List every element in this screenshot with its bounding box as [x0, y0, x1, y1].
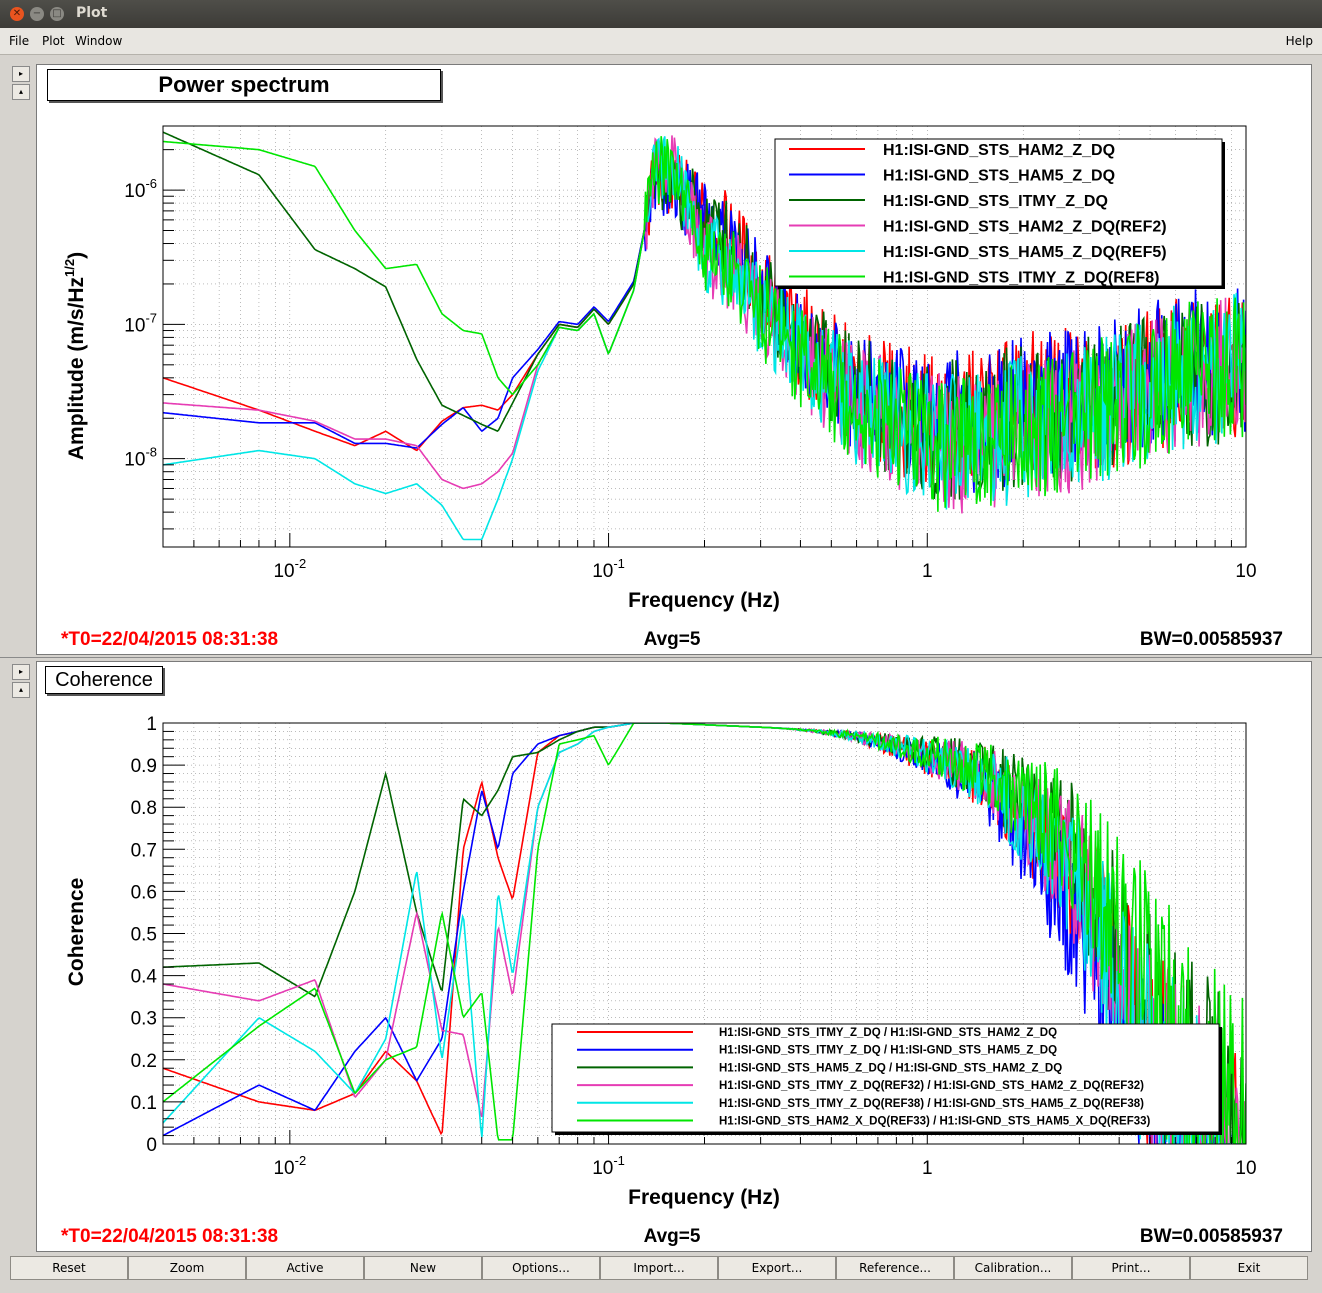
y-tick-label: 0.1: [131, 1093, 157, 1114]
coherence-grid: [162, 722, 1247, 1144]
power-spectrum-title: Power spectrum: [47, 69, 441, 101]
bottom-pad-up-icon[interactable]: ▴: [12, 682, 30, 698]
window-title: Plot: [76, 5, 108, 21]
bottom-pad-next-icon[interactable]: ▸: [12, 664, 30, 680]
minimize-window-icon[interactable]: −: [30, 7, 44, 21]
new-button[interactable]: New: [364, 1256, 482, 1280]
top-pad-next-icon[interactable]: ▸: [12, 66, 30, 82]
power-spectrum-ylabel: Amplitude (m/s/Hz1/2): [62, 252, 88, 460]
legend-label: H1:ISI-GND_STS_ITMY_Z_DQ: [883, 193, 1108, 210]
x-tick-label: 10: [1235, 1158, 1256, 1179]
legend-label: H1:ISI-GND_STS_HAM5_Z_DQ / H1:ISI-GND_ST…: [719, 1062, 1062, 1074]
series-line: [163, 147, 1246, 495]
top-status-avg: Avg=5: [644, 629, 701, 650]
x-tick-label: 10: [1235, 561, 1256, 582]
y-tick-label: 0.5: [131, 925, 157, 946]
coherence-ticks: 10-2 10-1 1 10 0 0.1 0.2 0.3 0.4 0.5 0.6 0.7 0.8 0.9 1: [131, 714, 1257, 1179]
export-button[interactable]: Export...: [718, 1256, 836, 1280]
options-button[interactable]: Options...: [482, 1256, 600, 1280]
y-tick-label: 1: [146, 714, 157, 735]
x-tick-label: 1: [922, 1158, 933, 1179]
top-status-t0: *T0=22/04/2015 08:31:38: [61, 629, 278, 650]
bottom-status-t0: *T0=22/04/2015 08:31:38: [61, 1226, 278, 1247]
x-tick-label: 10-2: [273, 556, 306, 582]
legend-label: H1:ISI-GND_STS_ITMY_Z_DQ(REF32) / H1:ISI…: [719, 1080, 1144, 1092]
exit-button[interactable]: Exit: [1190, 1256, 1308, 1280]
menu-file[interactable]: File: [9, 34, 30, 48]
y-tick-label: 10-7: [124, 310, 157, 336]
y-tick-label: 0.9: [131, 756, 157, 777]
power-spectrum-series: [163, 131, 1246, 541]
close-window-icon[interactable]: ✕: [10, 7, 24, 21]
top-status-bw: BW=0.00585937: [1140, 629, 1283, 650]
pad-separator[interactable]: [0, 657, 1322, 658]
power-spectrum-xlabel: Frequency (Hz): [628, 589, 780, 612]
bottom-status-avg: Avg=5: [644, 1226, 701, 1247]
power-spectrum-legend: H1:ISI-GND_STS_HAM2_Z_DQ H1:ISI-GND_STS_H…: [774, 138, 1225, 289]
legend-label: H1:ISI-GND_STS_ITMY_Z_DQ(REF38) / H1:ISI…: [719, 1098, 1144, 1110]
window-titlebar: ✕ − □ Plot: [0, 0, 1322, 28]
y-tick-label: 0.7: [131, 840, 157, 861]
maximize-window-icon[interactable]: □: [50, 7, 64, 21]
import-button[interactable]: Import...: [600, 1256, 718, 1280]
series-line: [163, 136, 1246, 512]
legend-label: H1:ISI-GND_STS_HAM5_Z_DQ: [883, 168, 1115, 185]
x-tick-label: 10-1: [592, 556, 625, 582]
y-tick-label: 0.8: [131, 798, 157, 819]
legend-label: H1:ISI-GND_STS_HAM5_Z_DQ(REF5): [883, 244, 1167, 261]
coherence-panel: 10-2 10-1 1 10 0 0.1 0.2 0.3 0.4 0.5 0.6 0.7 0.8 0.9 1…: [36, 661, 1312, 1252]
legend-label: H1:ISI-GND_STS_HAM2_X_DQ(REF33) / H1:ISI…: [719, 1116, 1151, 1128]
coherence-plot[interactable]: 10-2 10-1 1 1000.10.20.30.40.50.60.70.80.91…: [37, 662, 1311, 1251]
y-tick-label: 10-6: [124, 176, 157, 202]
menu-bar: File Plot Window Help: [0, 28, 1322, 55]
coherence-title: Coherence: [45, 666, 163, 694]
x-tick-label: 10-2: [273, 1153, 306, 1179]
y-tick-label: 0.6: [131, 882, 157, 903]
legend-label: H1:ISI-GND_STS_ITMY_Z_DQ / H1:ISI-GND_ST…: [719, 1027, 1057, 1039]
calibration-button[interactable]: Calibration...: [954, 1256, 1072, 1280]
bottom-status-bw: BW=0.00585937: [1140, 1226, 1283, 1247]
legend-label: H1:ISI-GND_STS_ITMY_Z_DQ(REF8): [883, 270, 1159, 287]
menu-help[interactable]: Help: [1285, 34, 1313, 48]
active-button[interactable]: Active: [246, 1256, 364, 1280]
power-spectrum-panel: 10-2 10-1 1 10 10-8 10-7 10-6 Frequency (Hz) A…: [36, 64, 1312, 655]
power-spectrum-grid: [162, 125, 1247, 547]
coherence-legend: H1:ISI-GND_STS_ITMY_Z_DQ / H1:ISI-GND_ST…: [551, 1023, 1222, 1135]
reference-button[interactable]: Reference...: [836, 1256, 954, 1280]
y-tick-label: 10-8: [124, 445, 157, 471]
coherence-ylabel: Coherence: [65, 878, 88, 987]
button-bar: Reset Zoom Active New Options... Import.…: [10, 1256, 1310, 1280]
series-line: [163, 723, 1246, 1144]
y-tick-label: 0: [146, 1135, 157, 1156]
x-tick-label: 1: [922, 561, 933, 582]
coherence-series: [163, 723, 1246, 1144]
menu-plot[interactable]: Plot: [42, 34, 65, 48]
zoom-button[interactable]: Zoom: [128, 1256, 246, 1280]
y-tick-label: 0.4: [131, 967, 158, 988]
coherence-xlabel: Frequency (Hz): [628, 1186, 780, 1209]
y-tick-label: 0.2: [131, 1051, 157, 1072]
x-tick-label: 10-1: [592, 1153, 625, 1179]
legend-label: H1:ISI-GND_STS_ITMY_Z_DQ / H1:ISI-GND_ST…: [719, 1045, 1057, 1057]
y-tick-label: 0.3: [131, 1009, 157, 1030]
legend-label: H1:ISI-GND_STS_HAM2_Z_DQ: [883, 142, 1115, 159]
power-spectrum-ticks: 10-2 10-1 1 10 10-8 10-7 10-6: [124, 125, 1257, 582]
power-spectrum-plot[interactable]: 10-2 10-1 1 10 10-8 10-7 10-6 Frequency (Hz) A…: [37, 65, 1311, 654]
print-button[interactable]: Print...: [1072, 1256, 1190, 1280]
menu-window[interactable]: Window: [75, 34, 123, 48]
reset-button[interactable]: Reset: [10, 1256, 128, 1280]
svg-text:Amplitude (m/s/Hz1/2): Amplitude (m/s/Hz1/2): [62, 252, 88, 460]
legend-label: H1:ISI-GND_STS_HAM2_Z_DQ(REF2): [883, 219, 1167, 236]
series-line: [163, 135, 1246, 514]
top-pad-up-icon[interactable]: ▴: [12, 84, 30, 100]
